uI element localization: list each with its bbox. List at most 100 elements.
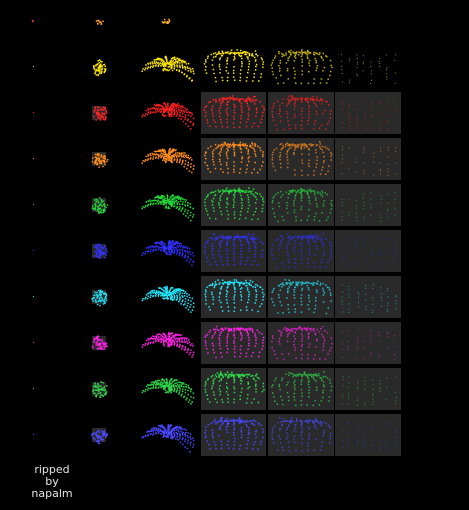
fade-frame <box>335 92 401 134</box>
frame-sparks <box>271 187 333 223</box>
fade-frame <box>335 414 401 456</box>
fade-frame <box>335 322 401 364</box>
bloom-frame <box>141 378 195 405</box>
frame-panel <box>335 414 401 456</box>
spark-frame <box>33 296 34 297</box>
frame-panel <box>335 230 401 272</box>
frame-sparks <box>271 141 333 177</box>
frame-sparks <box>271 417 332 452</box>
sparks <box>204 417 264 451</box>
fade-frame <box>335 184 401 226</box>
credit-line-1: ripped <box>34 463 70 476</box>
bloom-frame <box>141 332 195 358</box>
spark-frame <box>33 388 34 389</box>
credit-text: ripped by napalm <box>22 464 82 500</box>
frame-sparks <box>141 285 195 313</box>
spark-frame <box>33 158 34 159</box>
sparks <box>271 141 333 177</box>
bloom-frame <box>141 285 195 313</box>
sparks <box>203 233 264 266</box>
frame-sparks <box>270 49 333 85</box>
sparks <box>141 147 195 174</box>
sparks <box>270 49 333 85</box>
fade-frame <box>335 276 401 318</box>
frame-sparks <box>141 55 195 82</box>
sparks <box>33 296 34 297</box>
frame-panel <box>335 138 401 180</box>
firework-row-orange <box>33 138 401 180</box>
sparks <box>204 371 265 404</box>
frame-sparks <box>141 424 195 453</box>
sparks <box>270 233 333 269</box>
sparks <box>93 106 108 121</box>
firework-row-magenta <box>33 322 401 364</box>
firework-row-yellow <box>33 49 397 85</box>
firework-row-blue <box>33 230 401 272</box>
sparks <box>33 342 34 343</box>
willow-frame <box>201 138 266 180</box>
sparks <box>141 332 195 358</box>
willow-frame <box>201 414 266 456</box>
burst-frame <box>92 243 108 259</box>
willow-frame <box>201 368 266 410</box>
frame-panel <box>335 92 401 134</box>
sparks <box>141 378 195 405</box>
firework-frame-rows <box>33 49 401 456</box>
bloom-frame <box>141 55 195 82</box>
frame-sparks <box>204 141 264 174</box>
launch-frames-row <box>31 18 171 25</box>
willow-frame <box>201 276 266 318</box>
burst-frame <box>91 335 108 350</box>
sparks <box>31 19 34 23</box>
sparks <box>93 59 107 77</box>
droop-frame <box>268 322 334 364</box>
sparks <box>91 289 108 307</box>
launch-frame <box>161 18 171 24</box>
frame-sparks <box>141 147 195 174</box>
frame-sparks <box>204 325 265 359</box>
sparks <box>33 434 34 435</box>
droop-frame <box>268 138 334 180</box>
sparks <box>141 102 195 130</box>
burst-frame <box>93 59 107 77</box>
spark-frame <box>33 112 34 113</box>
sparks <box>271 187 333 223</box>
spark-frame <box>33 342 34 343</box>
spark-frame <box>33 434 34 435</box>
credit-line-3: napalm <box>31 487 73 500</box>
spark-frame <box>33 250 34 251</box>
sparks <box>204 141 264 174</box>
frame-sparks <box>141 102 195 130</box>
droop-frame <box>268 276 334 318</box>
firework-row-green <box>33 368 401 410</box>
frame-sparks <box>270 233 333 269</box>
frame-sparks <box>271 95 332 131</box>
sparks <box>91 335 108 350</box>
droop-frame <box>268 368 334 410</box>
launch-frame <box>95 19 104 25</box>
droop-frame <box>270 49 333 85</box>
sparks <box>141 55 195 82</box>
sparks <box>93 243 108 259</box>
frame-sparks <box>141 239 195 267</box>
burst-frame <box>92 106 108 121</box>
sparks <box>92 381 108 398</box>
sparks <box>33 158 34 159</box>
sparks <box>95 19 104 25</box>
sparks <box>33 112 34 113</box>
sparks <box>141 239 195 267</box>
sparks <box>91 429 108 445</box>
droop-frame <box>268 414 334 456</box>
firework-row-green <box>33 184 401 226</box>
spark-frame <box>33 66 34 67</box>
bloom-frame <box>141 239 195 267</box>
willow-frame <box>201 92 266 134</box>
willow-frame <box>201 322 266 364</box>
sparks <box>204 325 265 359</box>
droop-frame <box>268 230 334 272</box>
sparks <box>33 66 34 67</box>
burst-frame <box>91 289 108 307</box>
credit-line-2: by <box>45 475 59 488</box>
frame-sparks <box>141 378 195 405</box>
